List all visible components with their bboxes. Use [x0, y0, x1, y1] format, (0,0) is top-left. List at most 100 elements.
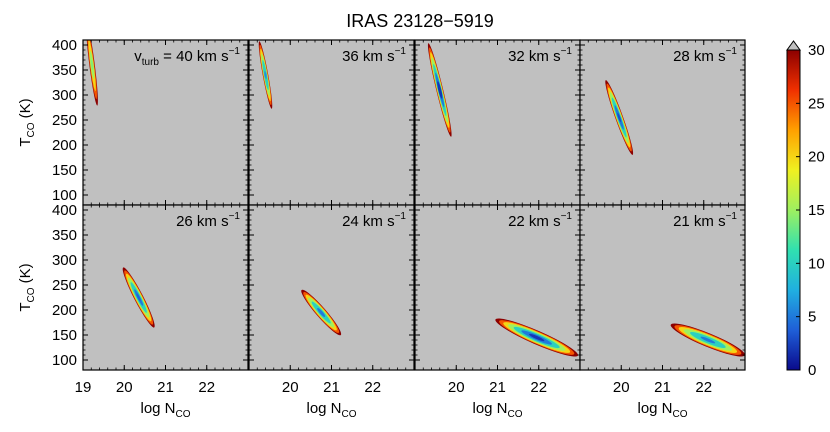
chi2-minimum — [531, 335, 542, 340]
chi2-contours — [122, 267, 155, 328]
label-value: 21 km s — [673, 213, 726, 230]
x-tick-label: 20 — [282, 379, 299, 396]
x-axis-title-main: log N — [472, 400, 507, 417]
label-exponent: −1 — [395, 46, 407, 57]
label-exponent: −1 — [229, 46, 241, 57]
panel-background — [83, 205, 248, 370]
label-value: 32 km s — [508, 48, 561, 65]
x-axis-title: log NCO — [472, 400, 522, 420]
chi2-minimum — [617, 113, 622, 122]
colorbar-tick-label: 15 — [808, 202, 825, 219]
chi2-minimum — [264, 70, 267, 80]
y-tick-label: 250 — [52, 112, 77, 129]
chi2-minimum — [438, 84, 442, 96]
panel: 21 km s−1 20 21 22 log NCO — [579, 204, 746, 420]
colorbar-extend-triangle — [786, 40, 801, 51]
y-axis-title-sub: CO — [26, 122, 37, 137]
label-value: 22 km s — [508, 213, 561, 230]
colorbar-tick-label: 30 — [808, 42, 825, 59]
y-axis-title-unit: (K) — [17, 98, 34, 122]
colorbar-tick-label: 0 — [808, 362, 816, 379]
x-tick-label: 20 — [116, 379, 133, 396]
chi2-minimum — [136, 293, 141, 302]
panel: 32 km s−1 — [414, 39, 581, 206]
label-exponent: −1 — [726, 211, 738, 222]
label-exponent: −1 — [561, 46, 573, 57]
panel-velocity-label: 22 km s−1 — [508, 211, 572, 230]
x-axis-title: log NCO — [140, 400, 190, 420]
y-axis-title-sub: CO — [26, 287, 37, 302]
chi2-contours — [301, 289, 342, 336]
chi2-minimum — [318, 309, 324, 316]
label-exponent: −1 — [395, 211, 407, 222]
panel: 22 km s−1 20 21 22 log NCO — [414, 204, 581, 420]
label-exponent: −1 — [726, 46, 738, 57]
y-tick-label: 100 — [52, 352, 77, 369]
x-tick-label: 22 — [530, 379, 547, 396]
y-axis-title-unit: (K) — [17, 263, 34, 287]
label-prefix: v — [134, 48, 142, 65]
x-tick-label: 21 — [489, 379, 506, 396]
x-tick-label: 19 — [75, 379, 92, 396]
label-exponent: −1 — [229, 211, 241, 222]
panel-velocity-label: 28 km s−1 — [673, 46, 737, 65]
panel-velocity-label: 24 km s−1 — [342, 211, 406, 230]
panel: 36 km s−1 — [248, 39, 415, 206]
panel-background — [249, 40, 414, 205]
x-axis-title-main: log N — [306, 400, 341, 417]
x-axis-title-main: log N — [637, 400, 672, 417]
y-axis-title-main: T — [17, 138, 34, 147]
y-tick-label: 400 — [52, 202, 77, 219]
panel: 28 km s−1 — [579, 39, 746, 206]
y-tick-label: 200 — [52, 302, 77, 319]
y-tick-label: 150 — [52, 327, 77, 344]
label-sub: turb — [142, 57, 160, 68]
x-axis-title: log NCO — [306, 400, 356, 420]
chi2-minimum — [90, 60, 94, 70]
panel-velocity-label: vturb = 40 km s−1 — [134, 46, 240, 68]
chi2-contours — [427, 43, 452, 137]
panel-velocity-label: 36 km s−1 — [342, 46, 406, 65]
x-tick-label: 22 — [198, 379, 215, 396]
x-axis-title-main: log N — [140, 400, 175, 417]
chi2-contours — [258, 41, 273, 109]
chi2-contours — [670, 323, 745, 357]
y-tick-label: 300 — [52, 87, 77, 104]
chart-title: IRAS 23128−5919 — [346, 11, 494, 31]
y-axis-title: TCO (K) — [17, 98, 37, 146]
chi2-contours — [495, 318, 579, 357]
label-value: 26 km s — [176, 213, 229, 230]
panel: vturb = 40 km s−1 100 150 200 250 300 350 400 TC… — [17, 37, 249, 206]
panel-background — [580, 40, 745, 205]
panel: 24 km s−1 20 21 22 log NCO — [248, 204, 415, 420]
y-tick-label: 400 — [52, 37, 77, 54]
y-axis-title: TCO (K) — [17, 263, 37, 311]
y-tick-label: 350 — [52, 62, 77, 79]
panel-velocity-label: 21 km s−1 — [673, 211, 737, 230]
x-axis-title-sub: CO — [342, 409, 357, 420]
label-value: 36 km s — [342, 48, 395, 65]
x-tick-label: 20 — [613, 379, 630, 396]
panel-velocity-label: 26 km s−1 — [176, 211, 240, 230]
x-tick-label: 22 — [364, 379, 381, 396]
y-axis-title-main: T — [17, 303, 34, 312]
panel-background — [249, 205, 414, 370]
x-tick-label: 21 — [157, 379, 174, 396]
label-value: 24 km s — [342, 213, 395, 230]
colorbar: 0 5 10 15 20 25 30 — [786, 40, 825, 379]
colorbar-tick-label: 10 — [808, 255, 825, 272]
x-tick-label: 22 — [695, 379, 712, 396]
label-value: = 40 km s — [159, 48, 229, 65]
chi2-minimum — [703, 337, 713, 343]
y-tick-label: 250 — [52, 277, 77, 294]
y-tick-label: 100 — [52, 187, 77, 204]
x-axis-title-sub: CO — [508, 409, 523, 420]
colorbar-tick-label: 20 — [808, 149, 825, 166]
panel-background — [415, 40, 580, 205]
colorbar-tick-label: 5 — [808, 309, 816, 326]
x-tick-label: 21 — [654, 379, 671, 396]
chi2-contours — [86, 40, 98, 106]
x-axis-title: log NCO — [637, 400, 687, 420]
